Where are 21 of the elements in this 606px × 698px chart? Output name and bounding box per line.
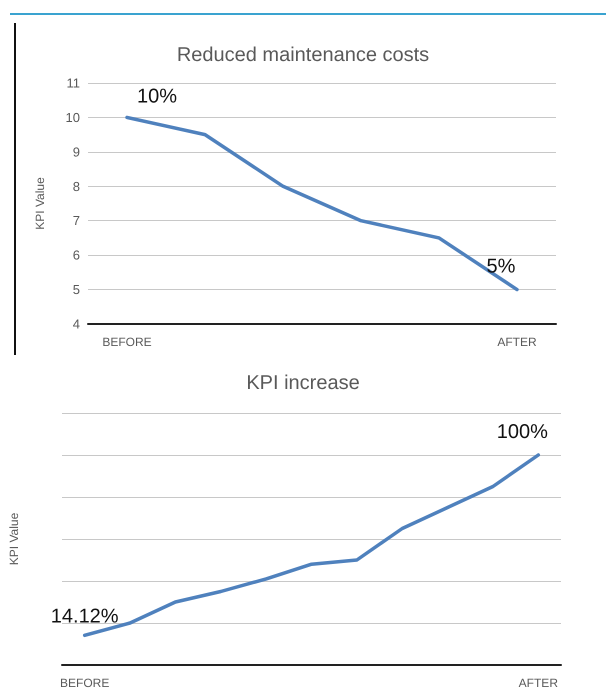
chart-title: Reduced maintenance costs xyxy=(176,44,430,66)
y-axis-title: KPI Value xyxy=(33,176,47,230)
data-label: 5% xyxy=(486,256,516,278)
data-label: 100% xyxy=(496,421,548,443)
x-tick-label: AFTER xyxy=(497,335,537,349)
y-tick-label: 9 xyxy=(72,144,80,160)
x-tick-label: AFTER xyxy=(518,676,558,690)
y-tick-label: 5 xyxy=(72,282,80,298)
y-tick-label: 11 xyxy=(66,76,80,90)
y-axis-title: KPI Value xyxy=(7,512,21,566)
x-tick-label: BEFORE xyxy=(60,676,110,690)
y-tick-label: 6 xyxy=(72,248,80,263)
y-tick-label: 8 xyxy=(72,178,80,194)
y-tick-label: 10 xyxy=(66,110,80,125)
x-tick-label: BEFORE xyxy=(102,335,152,349)
data-label: 10% xyxy=(136,85,178,108)
chart-title: KPI increase xyxy=(246,372,360,394)
data-label: 14.12% xyxy=(50,605,119,628)
y-tick-label: 4 xyxy=(72,316,80,332)
line-series xyxy=(125,116,519,292)
y-tick-label: 7 xyxy=(72,213,80,228)
